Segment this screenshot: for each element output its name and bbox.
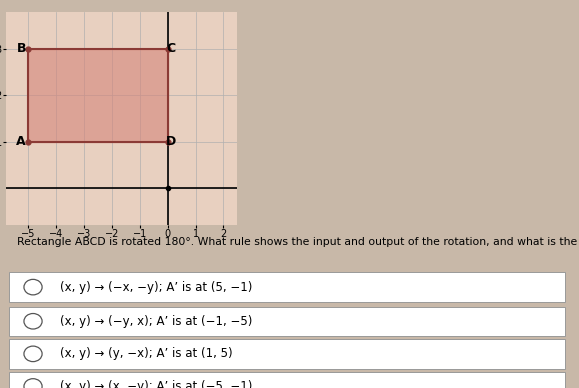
Text: D: D bbox=[166, 135, 176, 148]
Text: (x, y) → (−y, x); A’ is at (−1, −5): (x, y) → (−y, x); A’ is at (−1, −5) bbox=[60, 315, 252, 328]
Text: (x, y) → (x, −y); A’ is at (−5, −1): (x, y) → (x, −y); A’ is at (−5, −1) bbox=[60, 380, 252, 388]
FancyBboxPatch shape bbox=[9, 307, 565, 336]
Text: B: B bbox=[16, 42, 26, 55]
Text: Rectangle ABCD is rotated 180°. What rule shows the input and output of the rota: Rectangle ABCD is rotated 180°. What rul… bbox=[17, 237, 579, 248]
Text: A: A bbox=[16, 135, 26, 148]
FancyBboxPatch shape bbox=[9, 339, 565, 369]
Text: C: C bbox=[166, 42, 175, 55]
Polygon shape bbox=[28, 49, 168, 142]
Text: (x, y) → (−x, −y); A’ is at (5, −1): (x, y) → (−x, −y); A’ is at (5, −1) bbox=[60, 281, 252, 294]
FancyBboxPatch shape bbox=[9, 272, 565, 302]
Text: (x, y) → (y, −x); A’ is at (1, 5): (x, y) → (y, −x); A’ is at (1, 5) bbox=[60, 347, 232, 360]
FancyBboxPatch shape bbox=[9, 372, 565, 388]
